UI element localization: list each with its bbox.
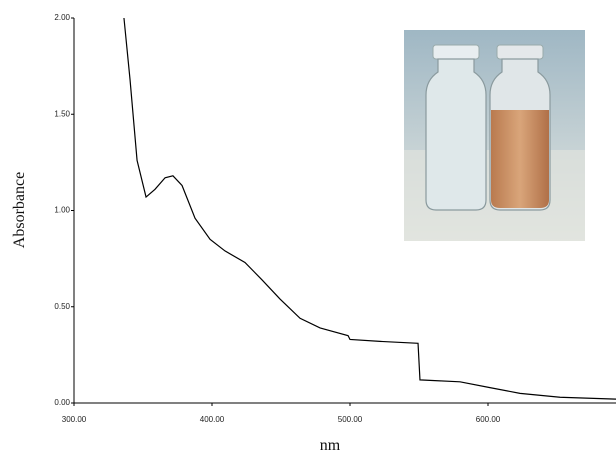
x-tick-label: 400.00 xyxy=(200,415,225,424)
y-tick-label: 0.00 xyxy=(54,398,70,407)
y-tick-label: 2.00 xyxy=(54,13,70,22)
y-tick-label: 1.50 xyxy=(54,109,70,118)
spectrum-line xyxy=(123,17,616,400)
y-tick-label: 0.50 xyxy=(54,302,70,311)
x-tick-label: 600.00 xyxy=(476,415,501,424)
y-axis-title: Absorbance xyxy=(11,172,28,248)
y-tick-label: 1.00 xyxy=(54,206,70,215)
x-tick-label: 300.00 xyxy=(62,415,87,424)
x-axis-title: nm xyxy=(320,437,341,454)
photo-inset xyxy=(404,30,585,241)
x-tick-label: 500.00 xyxy=(338,415,363,424)
